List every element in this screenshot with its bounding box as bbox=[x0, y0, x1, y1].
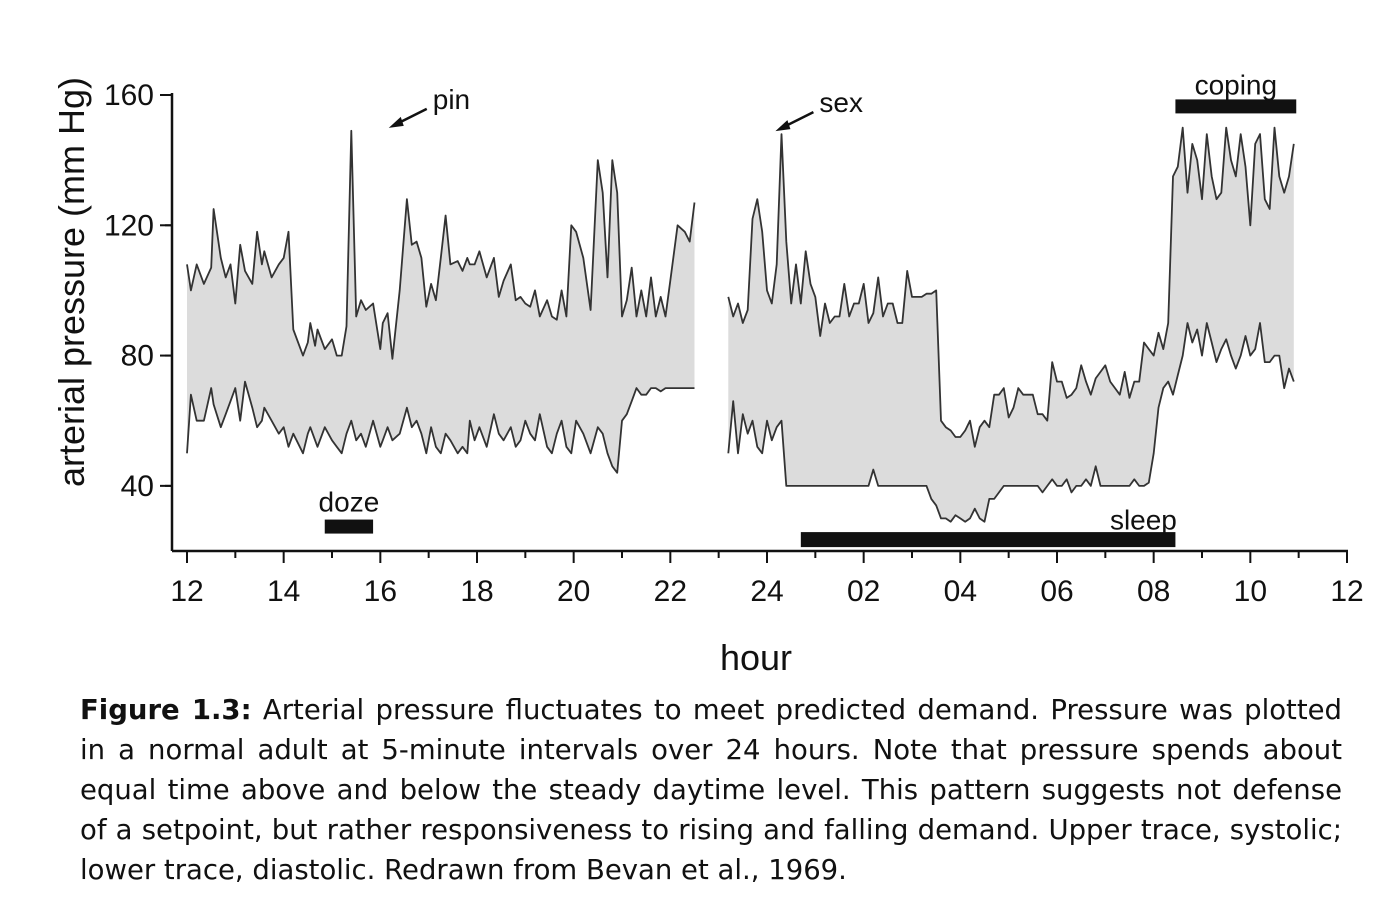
range-area-segment bbox=[187, 130, 695, 473]
diastolic-trace-segment bbox=[727, 322, 1295, 523]
y-axis-title: arterial pressure (mm Hg) bbox=[51, 77, 92, 487]
pin-label: pin bbox=[433, 84, 470, 115]
caption-label: Figure 1.3: bbox=[80, 694, 252, 726]
systolic-trace-segment bbox=[186, 129, 696, 360]
x-tick-label: 22 bbox=[654, 575, 687, 608]
x-tick-label: 06 bbox=[1040, 575, 1073, 608]
systolic-trace-segment bbox=[727, 126, 1295, 448]
sleep-label: sleep bbox=[1110, 505, 1177, 536]
x-tick-label: 04 bbox=[944, 575, 977, 608]
doze-bar bbox=[324, 519, 374, 534]
range-area-segment bbox=[728, 127, 1294, 522]
pressure-traces bbox=[186, 126, 1295, 523]
figure-caption: Figure 1.3: Arterial pressure fluctuates… bbox=[80, 690, 1342, 890]
caption-text: Arterial pressure fluctuates to meet pre… bbox=[80, 694, 1342, 886]
doze-label: doze bbox=[319, 487, 380, 518]
y-tick-label: 40 bbox=[121, 470, 154, 503]
x-tick-label: 24 bbox=[750, 575, 783, 608]
pin-arrow-head bbox=[388, 116, 404, 128]
coping-label: coping bbox=[1195, 69, 1278, 100]
x-tick-label: 18 bbox=[460, 575, 493, 608]
activity-bars bbox=[324, 99, 1297, 548]
y-tick-label: 160 bbox=[104, 79, 154, 112]
x-tick-label: 10 bbox=[1234, 575, 1267, 608]
x-tick-label: 16 bbox=[364, 575, 397, 608]
x-tick-label: 08 bbox=[1137, 575, 1170, 608]
x-tick-label: 12 bbox=[170, 575, 203, 608]
x-tick-label: 02 bbox=[847, 575, 880, 608]
coping-bar bbox=[1175, 99, 1297, 114]
sleep-bar bbox=[800, 532, 1176, 548]
x-tick-label: 20 bbox=[557, 575, 590, 608]
pressure-range-areas bbox=[187, 127, 1294, 522]
sex-label: sex bbox=[819, 87, 863, 118]
diastolic-trace-segment bbox=[186, 380, 695, 474]
x-tick-label: 14 bbox=[267, 575, 300, 608]
blood-pressure-chart: 40 80 120 160 12 14 16 18 20 22 24 02 04 06 08 10 12 pin… bbox=[51, 69, 1364, 678]
x-axis-title: hour bbox=[720, 637, 792, 678]
y-tick-label: 120 bbox=[104, 209, 154, 242]
sex-arrow-head bbox=[775, 120, 791, 132]
annotations: pin sex coping doze sleep bbox=[319, 69, 1278, 535]
x-tick-label: 12 bbox=[1330, 575, 1363, 608]
y-tick-label: 80 bbox=[121, 340, 154, 373]
axes: 40 80 120 160 12 14 16 18 20 22 24 02 04 06 08 10 12 bbox=[104, 79, 1364, 608]
